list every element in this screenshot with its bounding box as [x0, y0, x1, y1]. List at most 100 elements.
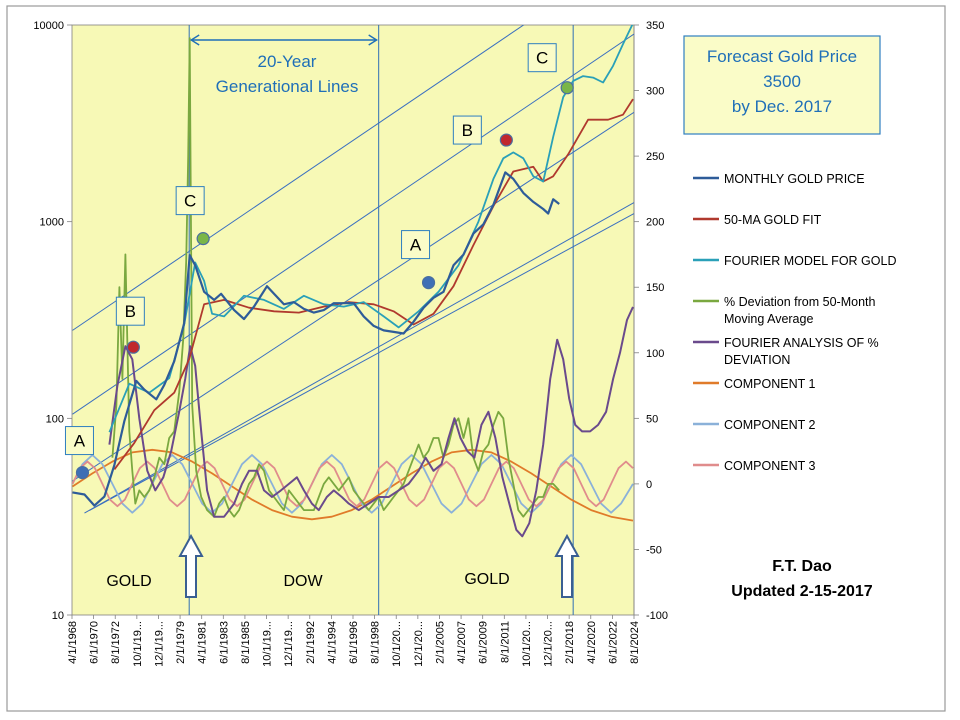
x-tick-label: 10/1/20... — [391, 621, 403, 667]
point-marker-label: C — [184, 192, 196, 211]
right-tick-label: 300 — [646, 86, 664, 98]
channel-line — [84, 202, 634, 514]
legend-label-cont: Moving Average — [724, 312, 813, 326]
point-marker-box — [401, 230, 431, 260]
era-label-gold-2: GOLD — [464, 571, 509, 588]
left-tick-label: 100 — [46, 413, 64, 425]
x-tick-label: 12/1/20... — [413, 621, 425, 667]
generational-channel-lines — [72, 25, 634, 514]
point-marker-dot — [421, 275, 436, 290]
legend-label: COMPONENT 3 — [724, 459, 815, 473]
fourier-deviation-line — [108, 306, 634, 538]
x-tick-label: 4/1/1968 — [67, 621, 79, 664]
channel-line — [72, 25, 525, 331]
up-arrow-2017 — [554, 533, 580, 598]
x-tick-label: 4/1/1981 — [197, 621, 209, 664]
credit-updated: Updated 2-15-2017 — [731, 583, 872, 600]
point-marker-dot — [126, 340, 140, 354]
right-tick-label: 0 — [646, 479, 652, 491]
point-marker-label: A — [74, 432, 86, 451]
point-marker-label: B — [462, 121, 473, 140]
legend-label: FOURIER ANALYSIS OF % — [724, 336, 879, 350]
x-tick-label: 4/1/2007 — [456, 621, 468, 664]
x-tick-label: 2/1/1979 — [175, 621, 187, 664]
x-tick-label: 6/1/1983 — [218, 621, 230, 664]
right-tick-label: 350 — [646, 20, 664, 32]
left-tick-label: 10000 — [33, 20, 64, 32]
channel-line — [72, 33, 634, 415]
right-tick-label: 200 — [646, 217, 664, 229]
legend: MONTHLY GOLD PRICE 50-MA GOLD FIT FOURIER … — [693, 172, 896, 473]
right-axis: -100 -50 0 50 100 150 200 250 300 350 — [633, 20, 668, 622]
x-tick-label: 12/1/19... — [283, 621, 295, 667]
legend-label: FOURIER MODEL FOR GOLD — [724, 254, 896, 268]
point-marker-dot — [560, 81, 574, 95]
x-tick-label: 8/1/1972 — [110, 621, 122, 664]
point-marker-label: A — [410, 236, 422, 255]
x-tick-label: 6/1/2022 — [607, 621, 619, 664]
right-tick-label: -50 — [646, 544, 662, 556]
plot-area — [71, 24, 635, 616]
era-label-gold-1: GOLD — [106, 573, 151, 590]
x-tick-label: 10/1/19... — [132, 621, 144, 667]
x-tick-label: 8/1/1985 — [240, 621, 252, 664]
x-tick-label: 8/1/2024 — [629, 621, 641, 664]
point-marker-box — [527, 43, 557, 73]
point-markers: A B C A B C — [64, 43, 574, 480]
series-layer — [72, 25, 634, 538]
forecast-box — [683, 35, 881, 135]
era-label-dow: DOW — [283, 573, 323, 590]
generational-arrow — [189, 34, 379, 46]
point-marker-box — [452, 115, 482, 145]
point-marker-dot — [499, 133, 513, 147]
right-tick-label: 250 — [646, 151, 664, 163]
point-marker-box — [175, 186, 205, 216]
monthly-gold-line — [72, 171, 560, 507]
x-tick-label: 2/1/1992 — [305, 621, 317, 664]
legend-label-cont: DEVIATION — [724, 353, 790, 367]
x-tick-label: 10/1/19... — [262, 621, 274, 667]
x-tick-label: 8/1/1998 — [370, 621, 382, 664]
x-tick-label: 10/1/20... — [521, 621, 533, 667]
x-tick-label: 4/1/2020 — [586, 621, 598, 664]
right-tick-label: 150 — [646, 282, 664, 294]
x-tick-label: 12/1/20... — [543, 621, 555, 667]
x-tick-label: 2/1/2018 — [564, 621, 576, 664]
legend-label: MONTHLY GOLD PRICE — [724, 172, 865, 186]
x-tick-label: 6/1/1996 — [348, 621, 360, 664]
credit-author: F.T. Dao — [772, 558, 832, 575]
x-tick-label: 12/1/19... — [153, 621, 165, 667]
point-marker-box — [115, 296, 145, 326]
generational-label-line1: 20-Year — [258, 52, 317, 71]
generational-label-line2: Generational Lines — [216, 77, 359, 96]
x-tick-label: 8/1/2011 — [499, 621, 511, 663]
point-marker-box — [64, 426, 94, 456]
up-arrow-1979 — [178, 533, 204, 598]
point-marker-label: B — [125, 302, 136, 321]
right-tick-label: 50 — [646, 413, 658, 425]
legend-label: % Deviation from 50-Month — [724, 295, 876, 309]
ma50-line — [113, 98, 634, 470]
right-tick-label: -100 — [646, 610, 668, 622]
x-tick-label: 6/1/1970 — [89, 621, 101, 664]
deviation-line — [111, 37, 560, 518]
point-marker-label: C — [536, 49, 548, 68]
legend-label: COMPONENT 1 — [724, 377, 815, 391]
forecast-line3: by Dec. 2017 — [732, 97, 832, 116]
component-3-line — [72, 460, 634, 508]
channel-line — [89, 213, 634, 511]
point-marker-dot — [75, 465, 90, 480]
left-axis: 10 100 1000 10000 — [33, 20, 72, 622]
right-tick-label: 100 — [646, 348, 664, 360]
channel-line — [72, 111, 634, 482]
x-tick-label: 6/1/2009 — [478, 621, 490, 664]
x-axis: 4/1/1968 6/1/1970 8/1/1972 10/1/19... 12/1/1… — [67, 615, 641, 667]
legend-label: COMPONENT 2 — [724, 418, 815, 432]
x-tick-label: 4/1/1994 — [326, 621, 338, 664]
forecast-line1: Forecast Gold Price — [707, 47, 857, 66]
point-marker-dot — [196, 232, 210, 246]
left-tick-label: 10 — [52, 610, 64, 622]
forecast-line2: 3500 — [763, 72, 801, 91]
